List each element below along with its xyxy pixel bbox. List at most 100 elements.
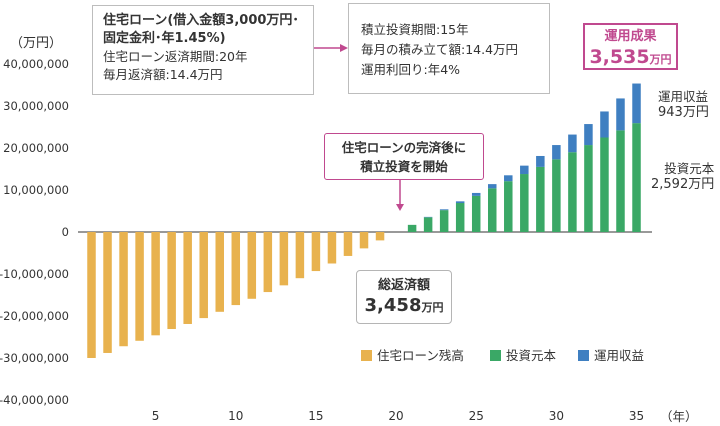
bar-loan-balance — [119, 232, 128, 347]
legend-label-principal: 投資元本 — [506, 348, 557, 363]
bar-investment-principal — [568, 152, 577, 232]
y-tick-label: 0 — [62, 225, 69, 239]
bar-loan-balance — [311, 232, 321, 272]
return-side-name: 運用収益 — [658, 89, 709, 104]
invest-rate: 運用利回り:年4% — [361, 62, 461, 77]
connector-arrow-head — [340, 44, 348, 52]
loan-info-box: 住宅ローン(借入金額3,000万円･ 固定金利･年1.45%) 住宅ローン返済期… — [92, 5, 314, 95]
bar-loan-balance — [87, 232, 96, 358]
total-value: 3,458 — [364, 295, 422, 316]
invest-monthly: 毎月の積み立て額:14.4万円 — [361, 42, 519, 57]
return-side-label: 運用収益 943万円 — [658, 89, 709, 121]
legend-label-return: 運用収益 — [594, 348, 644, 363]
bar-loan-balance — [375, 232, 385, 241]
bar-loan-balance — [359, 232, 369, 249]
invest-period: 積立投資期間:15年 — [361, 22, 469, 37]
bar-investment-return — [520, 165, 529, 175]
start-annotation-box: 住宅ローンの完済後に 積立投資を開始 — [324, 133, 484, 180]
bar-investment-principal — [423, 217, 433, 232]
y-unit-label: （万円） — [10, 36, 62, 51]
total-repayment-box: 総返済額 3,458万円 — [356, 270, 452, 324]
x-axis-ticks: 5 10 15 20 25 30 35 — [152, 409, 644, 423]
bar-loan-balance — [263, 232, 273, 293]
x-tick-label: 15 — [308, 409, 323, 423]
bar-loan-balance — [295, 232, 305, 279]
bar-investment-return — [504, 175, 513, 182]
bar-investment-principal — [600, 137, 609, 232]
result-label: 運用成果 — [604, 29, 657, 44]
bar-investment-return — [584, 124, 593, 146]
x-tick-label: 30 — [549, 409, 564, 423]
x-tick-label: 25 — [469, 409, 484, 423]
y-axis-ticks: 40,000,000 30,000,000 20,000,000 10,000,000… — [0, 57, 69, 407]
y-tick-label: 20,000,000 — [3, 141, 69, 155]
x-tick-label: 35 — [629, 409, 644, 423]
y-tick-label: 10,000,000 — [3, 183, 69, 197]
bar-investment-principal — [407, 224, 417, 232]
bar-investment-return — [455, 201, 465, 204]
y-tick-label: 40,000,000 — [3, 57, 69, 71]
bar-loan-balance — [247, 232, 257, 299]
legend: 住宅ローン残高 投資元本 運用収益 — [361, 348, 644, 363]
result-box: 運用成果 3,535万円 — [583, 23, 678, 70]
bar-investment-principal — [616, 130, 625, 232]
bar-investment-return — [471, 192, 481, 196]
start-line1: 住宅ローンの完済後に — [341, 140, 467, 155]
bar-loan-balance — [183, 232, 192, 324]
x-tick-label: 20 — [388, 409, 403, 423]
result-value: 3,535 — [589, 46, 650, 68]
y-tick-label: 30,000,000 — [3, 99, 69, 113]
bar-loan-balance — [151, 232, 160, 336]
bar-investment-principal — [488, 188, 497, 232]
loan-monthly: 毎月返済額:14.4万円 — [103, 67, 223, 82]
legend-swatch-loan — [361, 350, 372, 361]
bar-investment-return — [488, 184, 497, 189]
x-unit-label: （年） — [660, 409, 698, 424]
bar-loan-balance — [135, 232, 144, 341]
start-line2: 積立投資を開始 — [360, 159, 448, 174]
bars — [87, 83, 641, 358]
bar-investment-principal — [455, 203, 465, 232]
bar-investment-return — [632, 83, 641, 124]
bar-investment-return — [600, 111, 609, 138]
bar-investment-principal — [632, 123, 641, 232]
bar-investment-return — [536, 155, 545, 167]
legend-swatch-principal — [490, 350, 501, 361]
start-pointer-head — [396, 204, 404, 211]
bar-investment-return — [552, 145, 561, 160]
principal-side-label: 投資元本 2,592万円 — [651, 161, 714, 193]
bar-loan-balance — [327, 232, 337, 264]
y-tick-label: -10,000,000 — [0, 267, 69, 281]
bar-loan-balance — [167, 232, 176, 330]
x-tick-label: 10 — [228, 409, 243, 423]
bar-loan-balance — [199, 232, 208, 319]
principal-side-name: 投資元本 — [664, 161, 715, 176]
legend-label-loan: 住宅ローン残高 — [377, 348, 464, 363]
bar-investment-principal — [439, 210, 449, 232]
loan-title-line2: 固定金利･年1.45%) — [103, 31, 226, 46]
bar-investment-principal — [520, 174, 529, 232]
bar-loan-balance — [279, 232, 289, 286]
total-unit: 万円 — [421, 301, 444, 314]
total-label: 総返済額 — [377, 278, 430, 293]
y-tick-label: -20,000,000 — [0, 309, 69, 323]
bar-investment-principal — [471, 195, 481, 232]
bar-loan-balance — [343, 232, 353, 256]
bar-investment-return — [616, 98, 625, 131]
bar-investment-return — [439, 209, 449, 211]
bar-investment-principal — [504, 181, 513, 232]
bar-investment-principal — [584, 145, 593, 232]
bar-loan-balance — [231, 232, 241, 306]
invest-info-box: 積立投資期間:15年 毎月の積み立て額:14.4万円 運用利回り:年4% — [348, 3, 550, 94]
y-tick-label: -40,000,000 — [0, 393, 69, 407]
bar-investment-principal — [536, 166, 545, 232]
return-side-value: 943万円 — [658, 105, 709, 120]
principal-side-value: 2,592万円 — [651, 177, 715, 192]
bar-loan-balance — [103, 232, 112, 353]
x-tick-label: 5 — [152, 409, 160, 423]
bar-loan-balance — [215, 232, 224, 312]
y-tick-label: -30,000,000 — [0, 351, 69, 365]
legend-swatch-return — [578, 350, 589, 361]
loan-title-line1: 住宅ローン(借入金額3,000万円･ — [103, 13, 299, 28]
